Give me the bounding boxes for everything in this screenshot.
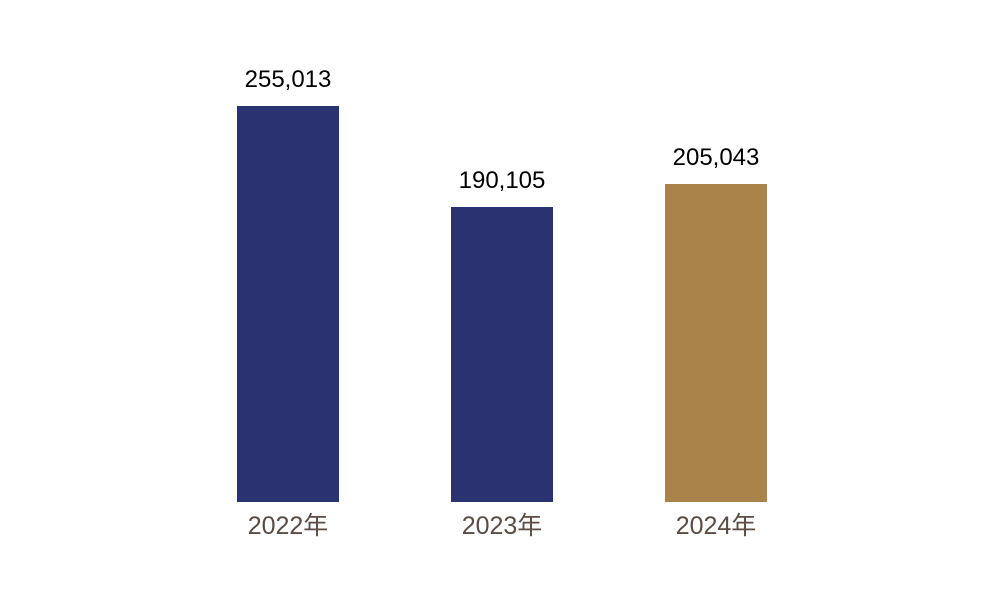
- value-label-2024: 205,043: [672, 144, 760, 171]
- bar-2022: [237, 106, 339, 502]
- category-label-2024: 2024年: [675, 512, 757, 540]
- bar-2023: [451, 207, 553, 502]
- value-label-2022: 255,013: [244, 66, 332, 93]
- bar-group-2022: 255,013 2022年: [237, 0, 339, 600]
- category-label-2022: 2022年: [247, 512, 329, 540]
- bar-group-2024: 205,043 2024年: [665, 0, 767, 600]
- value-label-2023: 190,105: [458, 167, 546, 194]
- category-label-2023: 2023年: [461, 512, 543, 540]
- bar-group-2023: 190,105 2023年: [451, 0, 553, 600]
- bar-2024: [665, 184, 767, 502]
